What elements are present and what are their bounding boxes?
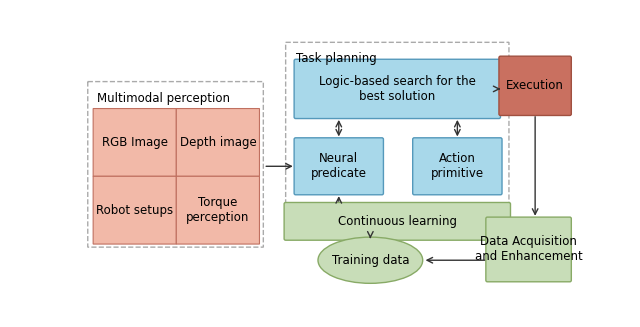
FancyBboxPatch shape [284,202,511,240]
Text: Depth image: Depth image [179,136,256,149]
Text: Neural
predicate: Neural predicate [311,152,367,180]
FancyBboxPatch shape [499,56,572,115]
FancyBboxPatch shape [93,109,176,176]
Ellipse shape [318,237,422,283]
Text: Action
primitive: Action primitive [431,152,484,180]
FancyBboxPatch shape [93,176,176,244]
Text: Torque
perception: Torque perception [186,196,250,224]
Text: Logic-based search for the
best solution: Logic-based search for the best solution [319,75,476,103]
Text: Data Acquisition
and Enhancement: Data Acquisition and Enhancement [475,235,582,264]
Text: Multimodal perception: Multimodal perception [97,92,230,105]
FancyBboxPatch shape [294,59,500,119]
FancyBboxPatch shape [176,109,259,176]
Text: Task planning: Task planning [296,52,377,64]
Text: Training data: Training data [332,254,409,267]
FancyBboxPatch shape [486,217,572,282]
Text: Continuous learning: Continuous learning [338,215,457,228]
FancyBboxPatch shape [176,176,259,244]
Text: Execution: Execution [506,79,564,92]
FancyBboxPatch shape [294,138,383,195]
Text: RGB Image: RGB Image [102,136,168,149]
Text: Robot setups: Robot setups [96,204,173,217]
FancyBboxPatch shape [413,138,502,195]
